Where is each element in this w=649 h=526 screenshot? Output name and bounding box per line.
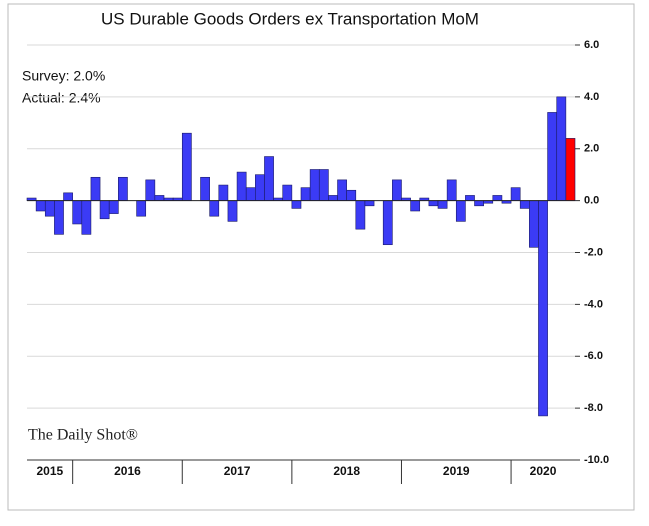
y-tick-label: -2.0 (584, 246, 603, 258)
bar (72, 200, 83, 225)
bar (346, 189, 357, 201)
y-tick-label: -6.0 (584, 350, 603, 362)
bar (556, 96, 567, 201)
bar (291, 200, 302, 209)
bar (255, 174, 265, 201)
x-tick-label: 2016 (114, 464, 141, 478)
bar (410, 200, 421, 212)
bar (54, 200, 64, 235)
bar (145, 179, 156, 201)
bar (218, 184, 229, 201)
bar (355, 200, 366, 230)
bar (309, 169, 320, 201)
y-tick-label: 0.0 (584, 195, 599, 207)
bar (136, 200, 147, 217)
bar (538, 200, 548, 417)
y-tick-label: -4.0 (584, 298, 603, 310)
y-tick-label: 6.0 (584, 39, 599, 51)
frame (7, 3, 635, 511)
bar (547, 112, 558, 201)
bar (364, 200, 375, 207)
y-tick-label: 2.0 (584, 143, 599, 155)
bar (181, 132, 192, 201)
bar (99, 200, 110, 220)
annotation: Survey: 2.0% (22, 68, 105, 84)
bar (428, 200, 439, 207)
x-tick-label: 2018 (333, 464, 360, 478)
bar (318, 169, 329, 201)
bar (529, 200, 539, 248)
bar (90, 176, 101, 201)
y-tick-label: -8.0 (584, 402, 603, 414)
y-tick-label: -10.0 (584, 454, 609, 466)
bar (382, 200, 393, 246)
y-tick-label: 4.0 (584, 91, 599, 103)
bar (154, 195, 165, 201)
bar (437, 200, 448, 209)
source: The Daily Shot® (28, 427, 138, 444)
bar (108, 200, 119, 214)
bar (465, 195, 475, 201)
bar (328, 195, 338, 201)
bar (474, 200, 484, 207)
bar (519, 200, 530, 209)
bar (446, 179, 457, 201)
bar (510, 187, 521, 201)
bar (200, 176, 210, 201)
bar (565, 138, 576, 201)
bar (455, 200, 466, 222)
bar (300, 187, 311, 201)
bar (337, 179, 347, 201)
bar (236, 171, 247, 201)
bar (392, 179, 402, 201)
bar (245, 187, 256, 201)
bar (264, 156, 274, 201)
bar (81, 200, 92, 235)
x-tick-label: 2020 (530, 464, 557, 478)
x-tick-label: 2015 (36, 464, 63, 478)
bar (209, 200, 220, 217)
bar (44, 200, 55, 217)
bar (282, 184, 293, 201)
x-tick-label: 2017 (224, 464, 251, 478)
chart-title: US Durable Goods Orders ex Transportatio… (101, 9, 479, 28)
bar (492, 195, 503, 201)
x-tick-label: 2019 (443, 464, 470, 478)
bar (227, 200, 238, 222)
bar (63, 192, 73, 201)
bar (118, 176, 128, 201)
annotation: Actual: 2.4% (22, 90, 101, 106)
bar (35, 200, 46, 212)
